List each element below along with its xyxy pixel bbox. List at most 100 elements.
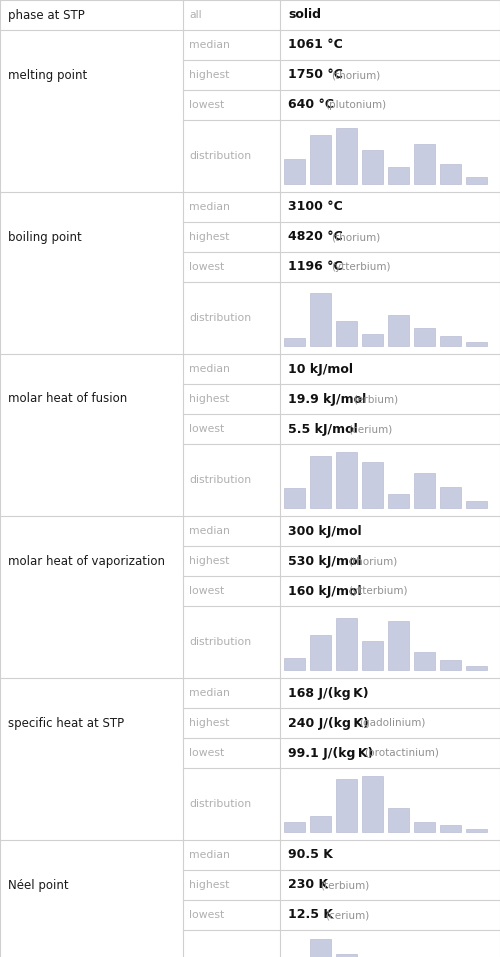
Text: lowest: lowest (190, 910, 225, 920)
Bar (284, 159, 306, 184)
Bar (336, 128, 357, 184)
Text: distribution: distribution (190, 637, 252, 647)
Bar (414, 652, 436, 670)
Bar (336, 618, 357, 670)
Bar (362, 462, 384, 508)
Bar (414, 144, 436, 184)
Text: all: all (190, 10, 202, 20)
Bar (362, 641, 384, 670)
Bar (310, 635, 332, 670)
Bar (440, 487, 462, 508)
Bar (388, 494, 409, 508)
Text: (cerium): (cerium) (348, 424, 392, 434)
Text: highest: highest (190, 394, 230, 404)
Text: (thorium): (thorium) (331, 70, 380, 80)
Bar (414, 822, 436, 832)
Bar (440, 660, 462, 670)
Text: 300 kJ/mol: 300 kJ/mol (288, 524, 362, 538)
Bar (388, 315, 409, 346)
Bar (284, 488, 306, 508)
Bar (414, 328, 436, 346)
Text: median: median (190, 688, 230, 698)
Text: lowest: lowest (190, 586, 225, 596)
Text: distribution: distribution (190, 799, 252, 809)
Text: boiling point: boiling point (8, 231, 82, 243)
Text: molar heat of vaporization: molar heat of vaporization (8, 554, 165, 568)
Text: specific heat at STP: specific heat at STP (8, 717, 124, 729)
Bar (336, 321, 357, 346)
Bar (440, 825, 462, 832)
Text: highest: highest (190, 718, 230, 728)
Text: 240 J/(kg K): 240 J/(kg K) (288, 717, 369, 729)
Bar (466, 177, 487, 184)
Text: (cerium): (cerium) (326, 910, 370, 920)
Bar (440, 165, 462, 184)
Bar (362, 776, 384, 832)
Text: highest: highest (190, 556, 230, 566)
Text: lowest: lowest (190, 262, 225, 272)
Bar (284, 822, 306, 832)
Bar (440, 336, 462, 346)
Text: 12.5 K: 12.5 K (288, 908, 333, 922)
Text: lowest: lowest (190, 424, 225, 434)
Text: (thorium): (thorium) (348, 556, 397, 566)
Bar (310, 293, 332, 346)
Text: 1750 °C: 1750 °C (288, 69, 343, 81)
Text: 90.5 K: 90.5 K (288, 849, 333, 861)
Text: distribution: distribution (190, 313, 252, 323)
Text: 640 °C: 640 °C (288, 99, 334, 112)
Text: highest: highest (190, 70, 230, 80)
Bar (310, 816, 332, 832)
Text: 530 kJ/mol: 530 kJ/mol (288, 554, 362, 568)
Bar (414, 474, 436, 508)
Bar (336, 954, 357, 957)
Bar (310, 939, 332, 957)
Text: 5.5 kJ/mol: 5.5 kJ/mol (288, 422, 358, 435)
Bar (466, 501, 487, 508)
Text: (thorium): (thorium) (331, 232, 380, 242)
Text: median: median (190, 850, 230, 860)
Bar (388, 809, 409, 832)
Bar (466, 829, 487, 832)
Text: solid: solid (288, 9, 321, 21)
Text: phase at STP: phase at STP (8, 9, 85, 21)
Text: highest: highest (190, 880, 230, 890)
Text: lowest: lowest (190, 100, 225, 110)
Text: 10 kJ/mol: 10 kJ/mol (288, 363, 353, 375)
Text: 160 kJ/mol: 160 kJ/mol (288, 585, 362, 597)
Text: median: median (190, 526, 230, 536)
Bar (336, 779, 357, 832)
Bar (466, 665, 487, 670)
Text: median: median (190, 202, 230, 212)
Text: (erbium): (erbium) (354, 394, 399, 404)
Text: highest: highest (190, 232, 230, 242)
Text: (protactinium): (protactinium) (364, 748, 440, 758)
Text: median: median (190, 364, 230, 374)
Text: (gadolinium): (gadolinium) (359, 718, 426, 728)
Text: 168 J/(kg K): 168 J/(kg K) (288, 686, 368, 700)
Bar (336, 452, 357, 508)
Bar (284, 338, 306, 346)
Bar (362, 334, 384, 346)
Bar (310, 456, 332, 508)
Bar (388, 167, 409, 184)
Text: melting point: melting point (8, 69, 87, 81)
Text: median: median (190, 40, 230, 50)
Text: 1061 °C: 1061 °C (288, 38, 343, 52)
Text: (ytterbium): (ytterbium) (331, 262, 390, 272)
Text: (plutonium): (plutonium) (326, 100, 386, 110)
Text: distribution: distribution (190, 151, 252, 161)
Text: (terbium): (terbium) (320, 880, 369, 890)
Text: 99.1 J/(kg K): 99.1 J/(kg K) (288, 746, 374, 760)
Bar (388, 621, 409, 670)
Text: 4820 °C: 4820 °C (288, 231, 343, 243)
Text: lowest: lowest (190, 748, 225, 758)
Bar (362, 150, 384, 184)
Text: 3100 °C: 3100 °C (288, 201, 343, 213)
Text: 19.9 kJ/mol: 19.9 kJ/mol (288, 392, 366, 406)
Text: 230 K: 230 K (288, 879, 328, 892)
Text: 1196 °C: 1196 °C (288, 260, 343, 274)
Text: distribution: distribution (190, 475, 252, 485)
Text: Néel point: Néel point (8, 879, 68, 892)
Text: molar heat of fusion: molar heat of fusion (8, 392, 127, 406)
